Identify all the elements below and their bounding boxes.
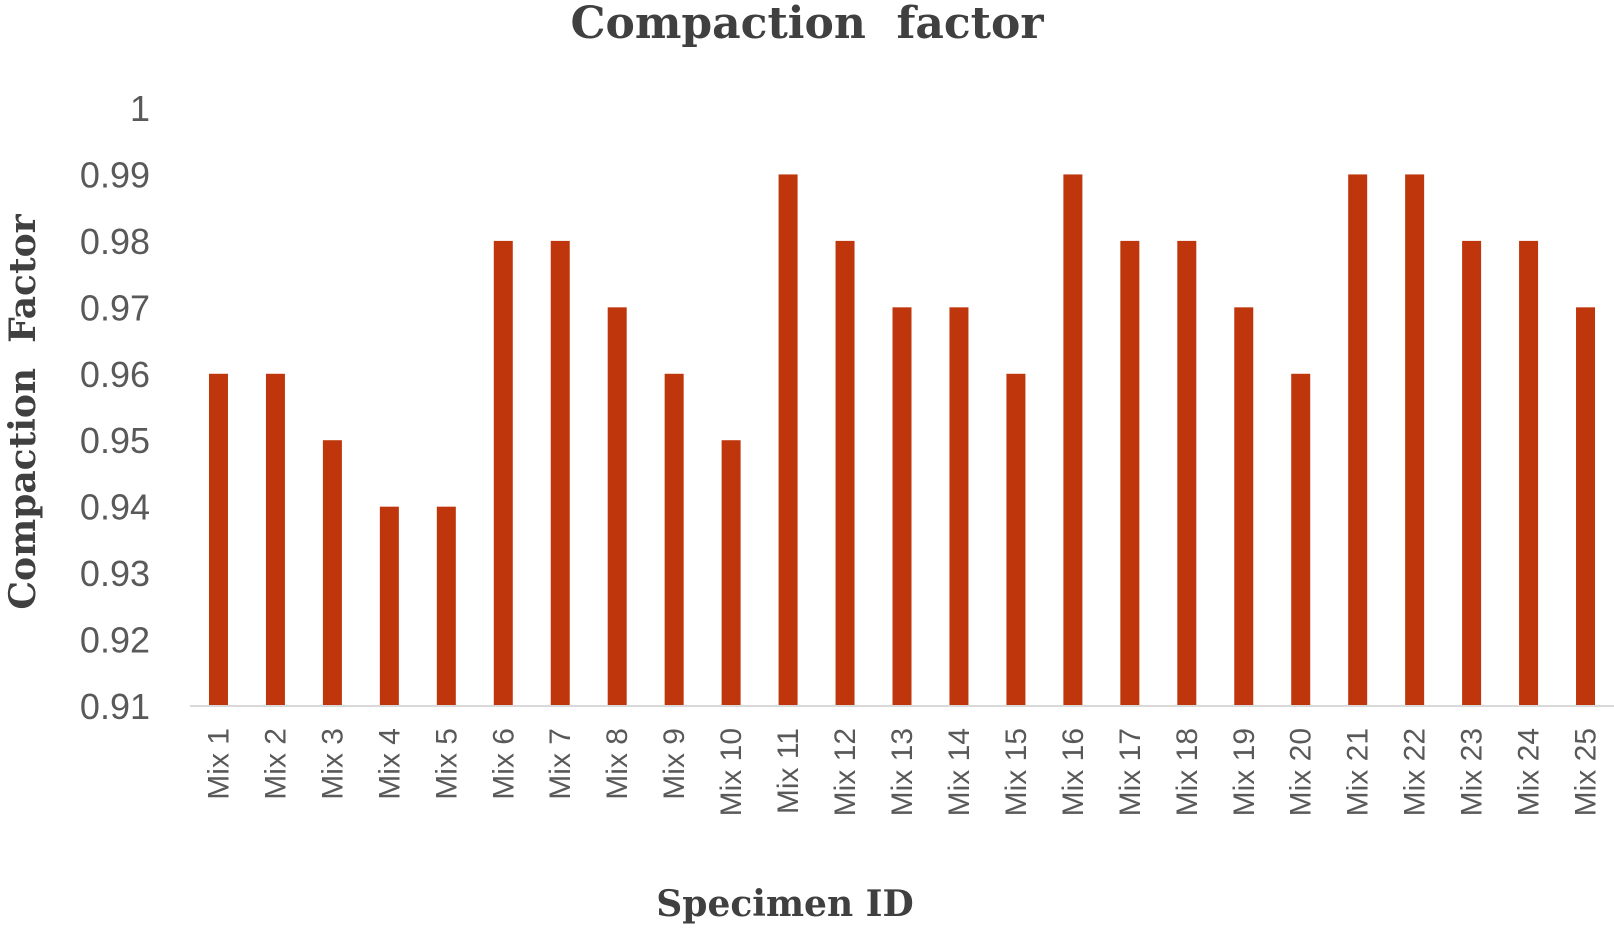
- x-tick-label: Mix 2: [259, 728, 292, 800]
- x-tick-label: Mix 25: [1570, 728, 1603, 816]
- x-tick-label: Mix 10: [715, 728, 748, 816]
- bar: [1006, 373, 1026, 706]
- x-tick-label: Mix 6: [487, 728, 520, 800]
- y-tick-label: 0.92: [80, 620, 150, 661]
- bar: [1177, 240, 1197, 706]
- x-tick-label: Mix 18: [1171, 728, 1204, 816]
- x-tick-label: Mix 4: [373, 728, 406, 800]
- bar: [1462, 240, 1482, 706]
- x-tick-label: Mix 5: [430, 728, 463, 800]
- bar: [436, 506, 456, 706]
- x-tick-label: Mix 21: [1342, 728, 1375, 816]
- x-axis-title: Specimen ID: [656, 883, 913, 925]
- bar: [322, 440, 342, 706]
- x-tick-label: Mix 22: [1399, 728, 1432, 816]
- x-tick-label: Mix 12: [829, 728, 862, 816]
- x-tick-label: Mix 13: [886, 728, 919, 816]
- x-tick-label: Mix 11: [772, 728, 805, 814]
- x-tick-label: Mix 3: [316, 728, 349, 800]
- bar: [1348, 174, 1368, 706]
- chart-title: Compaction factor: [570, 0, 1044, 49]
- x-tick-label: Mix 23: [1456, 728, 1489, 816]
- x-tick-label: Mix 1: [202, 728, 235, 800]
- bar: [1063, 174, 1083, 706]
- bar: [1291, 373, 1311, 706]
- bar: [664, 373, 684, 706]
- y-tick-label: 1: [130, 88, 150, 129]
- bar: [1120, 240, 1140, 706]
- y-tick-label: 0.97: [80, 287, 150, 328]
- bar: [949, 307, 969, 706]
- x-tick-label: Mix 15: [1000, 728, 1033, 816]
- y-tick-label: 0.95: [80, 420, 150, 461]
- x-axis-labels: Mix 1 Mix 2 Mix 3 Mix 4 Mix 5 Mix 6 Mix 7 Mix 8…: [202, 728, 1602, 816]
- bar: [1519, 240, 1539, 706]
- bar: [379, 506, 399, 706]
- bar: [607, 307, 627, 706]
- bar: [892, 307, 912, 706]
- bar: [835, 240, 855, 706]
- y-tick-label: 0.94: [80, 487, 150, 528]
- bar-series: [208, 174, 1596, 706]
- bar: [778, 174, 798, 706]
- x-tick-label: Mix 19: [1228, 728, 1261, 816]
- x-tick-label: Mix 20: [1285, 728, 1318, 816]
- bar: [721, 440, 741, 706]
- y-axis-title: Compaction Factor: [2, 213, 44, 609]
- y-tick-label: 0.93: [80, 553, 150, 594]
- bar: [1576, 307, 1596, 706]
- x-tick-label: Mix 24: [1513, 728, 1546, 816]
- bar: [550, 240, 570, 706]
- bar: [208, 373, 228, 706]
- x-tick-label: Mix 9: [658, 728, 691, 800]
- y-axis-ticks: 0.91 0.92 0.93 0.94 0.95 0.96 0.97 0.98 0.99 1: [80, 88, 150, 727]
- x-tick-label: Mix 16: [1057, 728, 1090, 816]
- y-tick-label: 0.96: [80, 354, 150, 395]
- y-tick-label: 0.98: [80, 221, 150, 262]
- y-tick-label: 0.91: [80, 686, 150, 727]
- x-tick-label: Mix 14: [943, 728, 976, 816]
- bar: [265, 373, 285, 706]
- y-tick-label: 0.99: [80, 154, 150, 195]
- bar: [493, 240, 513, 706]
- bar: [1405, 174, 1425, 706]
- x-tick-label: Mix 17: [1114, 728, 1147, 816]
- x-tick-label: Mix 7: [544, 728, 577, 800]
- bar: [1234, 307, 1254, 706]
- x-tick-label: Mix 8: [601, 728, 634, 800]
